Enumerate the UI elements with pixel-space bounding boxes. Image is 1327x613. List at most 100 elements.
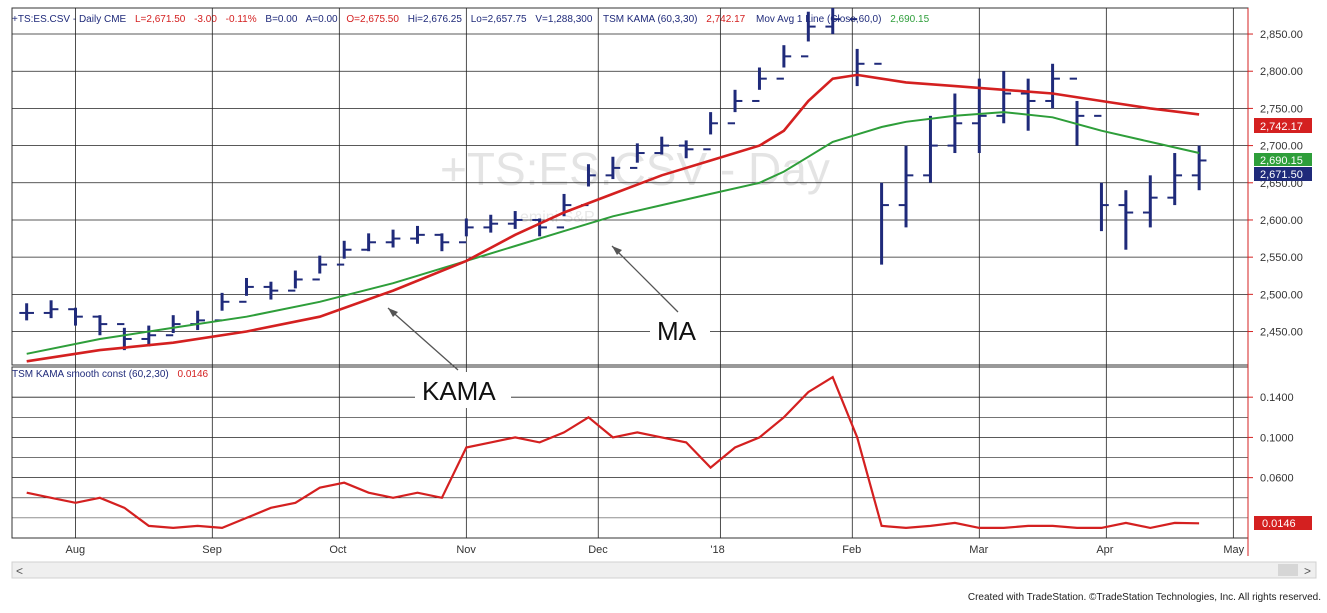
price-bar [532,218,547,237]
symbol-label: +TS:ES.CSV - Daily CME [12,14,127,25]
watermark-desc: emini S&P [520,209,595,226]
lower-header: TSM KAMA smooth const (60,2,30) 0.0146 [12,369,209,380]
price-bar [43,300,59,319]
price-tag-ma-bg [1254,153,1312,166]
x-tick-label: Feb [842,544,861,556]
price-bar [1118,190,1134,250]
price-bar [336,240,352,266]
horizontal-scrollbar[interactable]: < > [11,561,1317,579]
x-tick-label: Mar [969,544,988,556]
price-bar [214,292,230,322]
chart-header: +TS:ES.CSV - Daily CME L=2,671.50 -3.00 … [12,14,930,25]
ma-arrow-head [612,246,622,255]
upper-y-tick-label: 2,450.00 [1260,327,1303,339]
price-tag-sc-bg [1254,516,1312,530]
price-bar [68,307,83,326]
lower-y-tick-label: 0.0600 [1260,473,1294,485]
ma-arrow [611,245,679,313]
bid-value: B=0.00 [265,14,297,25]
low-value: Lo=2,657.75 [471,14,527,25]
price-tag-ma: 2,690.15 [1254,153,1312,167]
price-tag-last-bg [1254,167,1312,181]
price-bar [996,71,1012,124]
price-tag-sc: 0.0146 [1254,516,1312,530]
upper-y-tick-label: 2,600.00 [1260,215,1303,227]
x-tick-label: Nov [456,544,476,556]
price-tag-kama-text: 2,742.17 [1260,121,1303,133]
price-bar [288,270,303,292]
kama-line [26,73,1200,363]
price-bar [678,140,694,159]
ma-line [26,111,1200,355]
price-bar [1142,175,1158,228]
scroll-right-arrow-icon[interactable]: > [1304,564,1311,578]
price-tag-last-text: 2,671.50 [1260,169,1303,181]
price-bar [727,89,743,125]
x-tick-label: Sep [202,544,222,556]
price-bar [361,233,376,252]
kama-legend-value: 2,742.17 [706,14,745,25]
ma-legend: Mov Avg 1 Line (Close,60,0) [756,14,881,25]
price-bar [605,156,621,180]
open-value: O=2,675.50 [346,14,399,25]
kama-legend: TSM KAMA (60,3,30) [603,14,697,25]
price-bar [1191,145,1207,191]
price-bar [312,255,328,281]
price-bar [898,145,914,228]
price-bar [92,315,108,336]
price-bar [825,8,841,35]
price-bar [971,78,987,154]
copyright-credit: Created with TradeStation. ©TradeStation… [967,592,1321,603]
price-bar [1069,77,1085,146]
ask-value: A=0.00 [306,14,338,25]
scrollbar-thumb[interactable] [1278,564,1298,576]
price-bars [19,8,1207,351]
sc-legend: TSM KAMA smooth const (60,2,30) [12,369,169,380]
x-tick-label: Oct [329,544,346,556]
upper-y-tick-label: 2,700.00 [1260,141,1303,153]
ma-annotation: MA [611,245,710,349]
price-bar [630,143,645,169]
lower-y-tick-label: 0.1000 [1260,432,1294,444]
price-bar [800,11,816,58]
price-bar [1020,78,1036,131]
lower-panel-frame [11,366,1249,539]
price-tag-sc-text: 0.0146 [1262,518,1296,530]
price-bar [190,310,205,331]
kama-label: KAMA [422,376,496,406]
upper-y-tick-label: 2,550.00 [1260,252,1303,264]
upper-y-tick-label: 2,500.00 [1260,289,1303,301]
upper-y-tick-label: 2,750.00 [1260,103,1303,115]
upper-y-tick-label: 2,800.00 [1260,66,1303,78]
x-tick-label: Aug [66,544,86,556]
high-value: Hi=2,676.25 [408,14,463,25]
price-bar [141,325,157,347]
upper-y-tick-label: 2,850.00 [1260,29,1303,41]
scrollbar-track[interactable] [11,561,1317,579]
price-bar [263,281,279,300]
kama-arrow [387,307,459,371]
indicator-lines [26,73,1200,530]
price-bar [776,45,792,80]
price-tag-ma-text: 2,690.15 [1260,155,1303,167]
price-bar [752,67,767,102]
price-bar [849,18,865,87]
price-bar [654,136,670,155]
axes: 2,850.002,800.002,750.002,700.002,650.00… [66,8,1303,556]
price-bar [923,115,938,183]
kama-label-bg [415,372,511,408]
scroll-left-arrow-icon[interactable]: < [16,564,23,578]
price-bar [434,233,450,252]
price-bar [483,214,499,233]
ma-label: MA [657,316,697,346]
x-tick-label: May [1223,544,1244,556]
lower-y-tick-label: 0.1400 [1260,392,1294,404]
price-bar [385,229,401,248]
grid [11,7,1249,539]
kama-arrow-head [388,308,398,317]
ma-legend-value: 2,690.15 [890,14,929,25]
last-price: L=2,671.50 [135,14,186,25]
x-tick-label: Dec [588,544,608,556]
price-bar [947,93,963,154]
